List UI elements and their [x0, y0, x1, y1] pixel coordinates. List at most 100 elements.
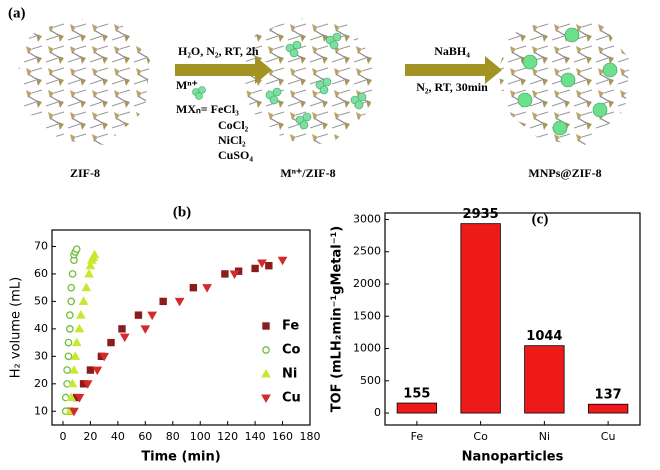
marker — [70, 351, 81, 360]
marker — [147, 311, 158, 321]
salt: NiCl₂ — [218, 133, 246, 147]
marker — [189, 283, 198, 292]
marker — [202, 284, 212, 293]
x-tick-label: 100 — [190, 430, 211, 443]
marker — [140, 325, 151, 334]
y-axis-label: H₂ volume (mL) — [9, 277, 24, 378]
marker — [64, 352, 73, 361]
x-tick-label: 80 — [166, 430, 180, 443]
value-label: 1044 — [526, 329, 562, 344]
y-tick-label: 40 — [34, 322, 48, 335]
y-tick-label: 70 — [34, 239, 48, 252]
legend-marker — [261, 394, 271, 404]
x-tick-label: 160 — [272, 430, 293, 443]
legend-label: Ni — [282, 367, 297, 382]
y-tick-label: 10 — [34, 404, 48, 417]
y-tick-label: 50 — [34, 294, 48, 307]
x-tick-label: 120 — [217, 430, 238, 443]
legend-label: Fe — [282, 319, 299, 334]
x-tick-label: 40 — [111, 430, 125, 443]
marker — [82, 380, 93, 389]
legend-marker — [262, 322, 270, 330]
x-tick-label: 140 — [245, 430, 266, 443]
bar — [587, 403, 629, 414]
y-tick-label: 3000 — [353, 212, 381, 225]
arrow — [175, 56, 272, 84]
bar — [396, 402, 438, 414]
x-axis-label: Nanoparticles — [462, 450, 564, 465]
y-tick-label: 500 — [360, 374, 381, 387]
y-tick-label: 60 — [34, 267, 48, 280]
legend-label: Co — [282, 343, 301, 358]
panel-label: (c) — [532, 211, 549, 227]
panel-label: (a) — [8, 5, 26, 21]
x-tick-label: Cu — [601, 430, 616, 443]
marker — [99, 352, 110, 362]
marker — [85, 260, 96, 270]
marker — [66, 392, 77, 402]
bar — [460, 223, 501, 414]
bar — [524, 345, 565, 414]
arrow — [405, 56, 502, 84]
marker — [74, 323, 85, 333]
plot-frame — [51, 229, 311, 426]
value-label: 137 — [595, 388, 622, 403]
marker — [64, 338, 73, 347]
stage-label: ZIF-8 — [70, 166, 100, 180]
marker — [277, 256, 288, 266]
marker — [69, 407, 79, 417]
y-tick-label: 1500 — [353, 309, 381, 322]
x-tick-label: 0 — [59, 430, 66, 443]
mnp-lattice — [498, 18, 630, 145]
marker — [72, 245, 81, 254]
step-conditions: N₂, RT, 30min — [416, 80, 488, 94]
step-conditions: H₂O, N₂, RT, 2h — [178, 44, 259, 58]
marker — [84, 268, 94, 278]
marker — [265, 262, 273, 270]
marker — [229, 270, 240, 279]
marker — [174, 297, 185, 307]
value-label: 155 — [403, 387, 430, 402]
marker — [81, 282, 92, 292]
salt: CoCl₂ — [218, 118, 249, 132]
x-tick-label: 180 — [300, 430, 321, 443]
stage-label: Mⁿ⁺/ZIF-8 — [280, 166, 335, 180]
stage-label: MNPs@ZIF-8 — [528, 166, 601, 180]
x-tick-label: 60 — [138, 430, 152, 443]
panel-label: (b) — [173, 204, 191, 220]
zif8-lattice — [18, 18, 150, 145]
marker — [257, 259, 267, 268]
salt: MXₙ= FeCl₃ — [176, 102, 239, 116]
marker — [67, 378, 78, 388]
marker — [251, 264, 259, 273]
marker — [67, 283, 76, 292]
ion: Mⁿ⁺ — [176, 78, 198, 92]
marker — [65, 311, 74, 319]
x-tick-label: Co — [473, 430, 488, 443]
y-axis-label: TOF (mLH₂min⁻¹gMetal⁻¹) — [330, 226, 345, 412]
marker — [68, 270, 77, 278]
ion-lattice — [243, 18, 375, 145]
marker — [71, 337, 82, 347]
y-tick-label: 1000 — [353, 342, 381, 355]
x-axis-label: Time (min) — [141, 450, 220, 465]
y-tick-label: 20 — [34, 377, 48, 390]
y-tick-label: 2500 — [353, 245, 381, 258]
reagent: NaBH₄ — [434, 44, 470, 58]
marker — [107, 338, 115, 347]
y-tick-label: 2000 — [353, 277, 381, 290]
marker — [221, 270, 229, 278]
marker — [67, 297, 76, 306]
marker — [63, 366, 71, 374]
ion-icon — [192, 86, 206, 100]
legend-marker — [262, 346, 270, 354]
marker — [65, 325, 74, 333]
y-tick-label: 0 — [374, 406, 381, 419]
marker — [74, 394, 85, 403]
marker — [159, 297, 167, 306]
marker — [78, 296, 89, 305]
legend-label: Cu — [282, 391, 301, 406]
x-tick-label: Fe — [411, 430, 424, 443]
marker — [89, 249, 100, 259]
